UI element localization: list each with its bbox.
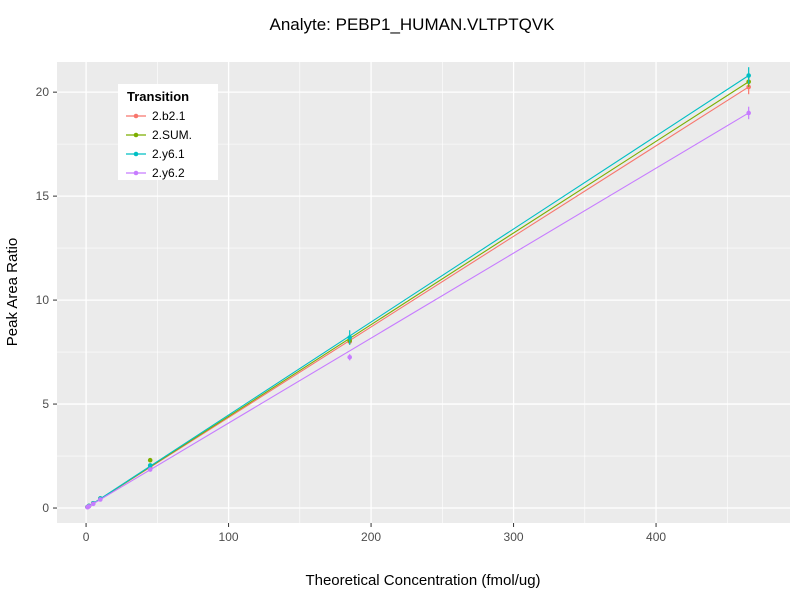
data-point — [746, 110, 751, 116]
legend-item: 2.b2.1 — [126, 109, 186, 123]
legend-key-point — [133, 170, 139, 176]
series-line — [85, 75, 749, 509]
legend: Transition 2.b2.1 2.SUM. 2.y6.1 2.y6.2 — [118, 84, 218, 180]
data-point — [347, 335, 352, 340]
series-2-y6-2 — [85, 106, 751, 510]
y-tick-label: 10 — [36, 293, 50, 307]
data-point — [147, 457, 153, 463]
legend-item-label: 2.SUM. — [152, 128, 192, 142]
series-line — [85, 81, 749, 509]
data-point — [98, 497, 103, 502]
y-tick-label: 15 — [36, 189, 50, 203]
x-tick-label: 400 — [646, 530, 666, 544]
legend-item: 2.y6.1 — [126, 147, 185, 161]
legend-item-label: 2.y6.2 — [152, 166, 185, 180]
series-line — [85, 112, 749, 509]
x-axis-label: Theoretical Concentration (fmol/ug) — [305, 572, 540, 589]
legend-item: 2.y6.2 — [126, 166, 185, 180]
data-point — [90, 501, 96, 507]
legend-key-point — [133, 132, 139, 138]
y-tick-label: 0 — [42, 501, 49, 515]
data-point — [746, 73, 751, 78]
x-tick-label: 0 — [83, 530, 90, 544]
chart-title: Analyte: PEBP1_HUMAN.VLTPTQVK — [269, 15, 555, 34]
data-point — [147, 467, 153, 472]
data-point — [347, 354, 352, 360]
legend-item-label: 2.y6.1 — [152, 147, 185, 161]
x-tick-label: 300 — [504, 530, 524, 544]
x-tick-label: 100 — [219, 530, 239, 544]
y-tick-label: 20 — [36, 85, 50, 99]
legend-key-point — [133, 151, 139, 157]
y-tick-label: 5 — [42, 397, 49, 411]
legend-item: 2.SUM. — [126, 128, 192, 142]
plot-panel-layer: 0 100 200 300 400 0 5 10 15 20 Transition 2.b2.1 2.S… — [36, 62, 790, 544]
legend-title: Transition — [127, 89, 189, 104]
y-axis-label: Peak Area Ratio — [4, 238, 21, 346]
legend-key-point — [133, 113, 139, 119]
data-point — [86, 504, 92, 509]
legend-background — [118, 84, 218, 180]
series-line — [85, 86, 749, 509]
legend-item-label: 2.b2.1 — [152, 109, 186, 123]
data-point — [147, 463, 153, 468]
x-tick-label: 200 — [361, 530, 381, 544]
